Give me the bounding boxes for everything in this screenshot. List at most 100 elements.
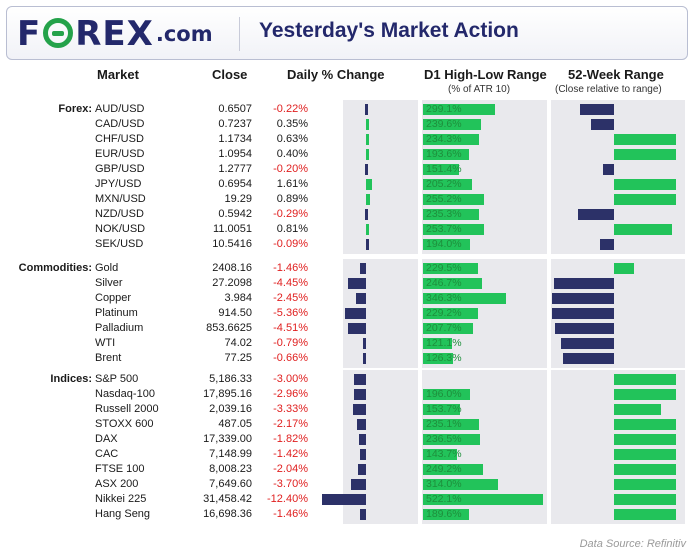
- table-row[interactable]: Platinum 914.50 -5.36%: [0, 306, 696, 321]
- close-value: 3.984: [224, 292, 252, 304]
- d1-range-bar: [423, 209, 480, 220]
- table-row[interactable]: NOK/USD 11.0051 0.81%: [0, 222, 696, 237]
- wk52-range-bar: [614, 224, 672, 235]
- table-row[interactable]: MXN/USD 19.29 0.89%: [0, 192, 696, 207]
- daily-change-value: -12.40%: [267, 493, 308, 505]
- table-row[interactable]: DAX 17,339.00 -1.82%: [0, 432, 696, 447]
- table-row[interactable]: S&P 500 5,186.33 -3.00%: [0, 372, 696, 387]
- column-header-52week: 52-Week Range: [568, 67, 664, 82]
- daily-change-bar: [357, 419, 366, 430]
- daily-change-bar: [366, 149, 369, 160]
- page-title: Yesterday's Market Action: [259, 19, 519, 42]
- close-value: 16,698.36: [203, 508, 252, 520]
- table-row[interactable]: CHF/USD 1.1734 0.63%: [0, 132, 696, 147]
- table-row[interactable]: NZD/USD 0.5942 -0.29%: [0, 207, 696, 222]
- market-name: CAD/USD: [95, 118, 145, 130]
- close-value: 853.6625: [206, 322, 252, 334]
- d1-range-bar: [423, 494, 543, 505]
- table-row[interactable]: STOXX 600 487.05 -2.17%: [0, 417, 696, 432]
- d1-range-value: 229.2%: [426, 307, 462, 319]
- table-row[interactable]: Nasdaq-100 17,895.16 -2.96%: [0, 387, 696, 402]
- wk52-range-bar: [561, 338, 614, 349]
- table-row[interactable]: JPY/USD 0.6954 1.61%: [0, 177, 696, 192]
- forex-logo[interactable]: F REX.com: [17, 16, 213, 52]
- wk52-range-bar: [555, 323, 614, 334]
- table-row[interactable]: Russell 2000 2,039.16 -3.33%: [0, 402, 696, 417]
- d1-range-bar: [423, 323, 473, 334]
- d1-range-value: 314.0%: [426, 478, 462, 490]
- market-name: Nikkei 225: [95, 493, 147, 505]
- wk52-range-bar: [614, 464, 676, 475]
- wk52-range-bar: [614, 374, 676, 385]
- wk52-range-bar: [562, 353, 614, 364]
- daily-change-value: -3.00%: [273, 373, 308, 385]
- wk52-range-bar: [614, 449, 676, 460]
- close-value: 11.0051: [213, 223, 252, 235]
- close-value: 77.25: [224, 352, 252, 364]
- close-value: 2,039.16: [209, 403, 252, 415]
- wk52-range-bar: [614, 419, 676, 430]
- d1-range-bar: [423, 104, 495, 115]
- wk52-range-bar: [614, 404, 662, 415]
- wk52-range-bar: [591, 119, 614, 130]
- table-row[interactable]: GBP/USD 1.2777 -0.20%: [0, 162, 696, 177]
- close-value: 74.02: [224, 337, 252, 349]
- table-row[interactable]: Hang Seng 16,698.36 -1.46%: [0, 507, 696, 522]
- daily-change-bar: [366, 179, 373, 190]
- close-value: 7,649.60: [209, 478, 252, 490]
- table-row[interactable]: Silver 27.2098 -4.45%: [0, 276, 696, 291]
- table-row[interactable]: Brent 77.25 -0.66%: [0, 351, 696, 366]
- daily-change-value: 0.63%: [276, 133, 308, 145]
- market-name: AUD/USD: [95, 103, 145, 115]
- d1-range-bar: [423, 134, 480, 145]
- table-row[interactable]: ASX 200 7,649.60 -3.70%: [0, 477, 696, 492]
- table-row[interactable]: WTI 74.02 -0.79%: [0, 336, 696, 351]
- table-row[interactable]: CAC 7,148.99 -1.42%: [0, 447, 696, 462]
- market-name: GBP/USD: [95, 163, 145, 175]
- d1-range-bar: [423, 464, 483, 475]
- market-name: MXN/USD: [95, 193, 146, 205]
- wk52-range-bar: [603, 164, 614, 175]
- daily-change-bar: [364, 209, 368, 220]
- column-header-market: Market: [97, 67, 139, 82]
- close-value: 27.2098: [212, 277, 252, 289]
- table-row[interactable]: Copper 3.984 -2.45%: [0, 291, 696, 306]
- d1-range-value: 151.4%: [426, 163, 462, 175]
- market-name: EUR/USD: [95, 148, 145, 160]
- table-row[interactable]: SEK/USD 10.5416 -0.09%: [0, 237, 696, 252]
- daily-change-value: -0.22%: [273, 103, 308, 115]
- market-name: Palladium: [95, 322, 144, 334]
- daily-change-bar: [360, 263, 366, 274]
- daily-change-value: 1.61%: [276, 178, 308, 190]
- daily-change-bar: [351, 479, 366, 490]
- daily-change-value: 0.35%: [276, 118, 308, 130]
- d1-range-bar: [423, 419, 480, 430]
- d1-range-bar: [423, 293, 507, 304]
- close-value: 0.5942: [218, 208, 252, 220]
- market-name: S&P 500: [95, 373, 139, 385]
- table-row[interactable]: Gold 2408.16 -1.46%: [0, 261, 696, 276]
- d1-range-bar: [423, 479, 499, 490]
- d1-range-bar: [423, 278, 483, 289]
- d1-range-bar: [423, 434, 480, 445]
- market-name: FTSE 100: [95, 463, 145, 475]
- table-row[interactable]: CAD/USD 0.7237 0.35%: [0, 117, 696, 132]
- logo-f: F: [17, 14, 42, 54]
- table-row[interactable]: FTSE 100 8,008.23 -2.04%: [0, 462, 696, 477]
- d1-range-value: 299.1%: [426, 103, 462, 115]
- daily-change-value: 0.40%: [276, 148, 308, 160]
- table-row[interactable]: EUR/USD 1.0954 0.40%: [0, 147, 696, 162]
- logo-domain: .com: [155, 22, 213, 46]
- market-name: Gold: [95, 262, 119, 274]
- d1-range-bar: [423, 389, 471, 400]
- close-value: 487.05: [218, 418, 252, 430]
- column-header-daily-change: Daily % Change: [287, 67, 385, 82]
- d1-range-value: 234.3%: [426, 133, 462, 145]
- table-row[interactable]: Palladium 853.6625 -4.51%: [0, 321, 696, 336]
- daily-change-bar: [365, 104, 369, 115]
- wk52-range-bar: [552, 308, 614, 319]
- daily-change-bar: [354, 374, 366, 385]
- table-row[interactable]: Nikkei 225 31,458.42 -12.40%: [0, 492, 696, 507]
- daily-change-bar: [366, 224, 370, 235]
- table-row[interactable]: AUD/USD 0.6507 -0.22%: [0, 102, 696, 117]
